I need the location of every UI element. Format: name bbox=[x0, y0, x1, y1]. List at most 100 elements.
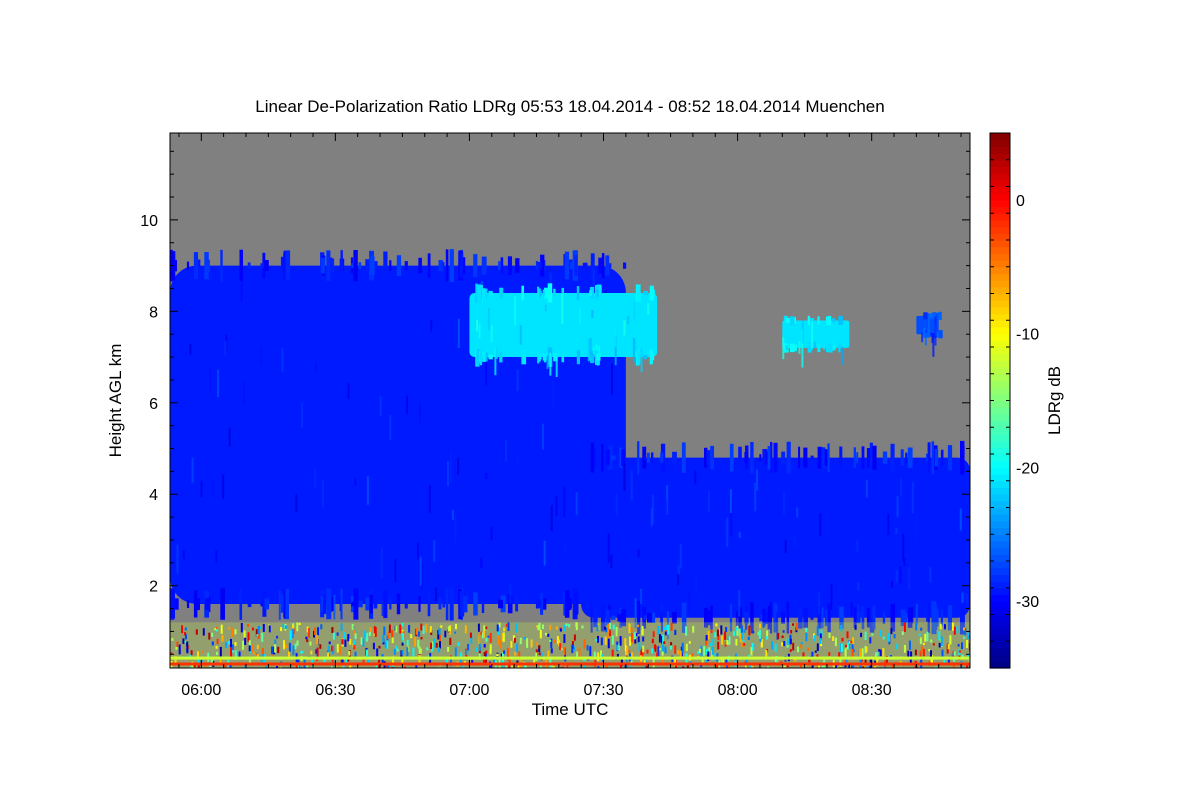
colorbar-segment bbox=[990, 500, 1010, 509]
feature-texture bbox=[331, 596, 334, 612]
feature-texture bbox=[553, 352, 558, 362]
feature-texture bbox=[827, 315, 832, 326]
feature-texture bbox=[770, 602, 773, 634]
feature-speckle bbox=[841, 637, 844, 642]
feature-speckle bbox=[306, 626, 309, 633]
feature-speckle bbox=[748, 654, 751, 657]
feature-texture bbox=[358, 262, 362, 269]
feature-speckle bbox=[549, 624, 552, 630]
feature-speckle bbox=[725, 627, 728, 632]
feature-texture bbox=[824, 609, 828, 627]
feature-speckle bbox=[539, 664, 542, 668]
feature-speckle bbox=[814, 666, 817, 668]
feature-speckle bbox=[184, 634, 187, 640]
feature-speckle bbox=[505, 663, 508, 668]
feature-speckle bbox=[480, 631, 483, 636]
feature-texture bbox=[196, 259, 201, 272]
colorbar-segment bbox=[990, 547, 1010, 555]
feature-texture bbox=[373, 261, 378, 271]
feature-speckle bbox=[530, 639, 533, 648]
feature-texture bbox=[970, 601, 974, 635]
feature-texture bbox=[445, 249, 449, 282]
feature-texture bbox=[960, 601, 965, 635]
feature-speckle bbox=[554, 639, 556, 644]
feature-speckle bbox=[540, 652, 543, 657]
feature-texture bbox=[438, 598, 442, 610]
feature-speckle bbox=[952, 663, 955, 668]
feature-texture bbox=[838, 316, 843, 325]
feature-speckle bbox=[478, 653, 481, 660]
feature-speckle bbox=[871, 633, 874, 636]
feature-speckle bbox=[568, 623, 571, 628]
feature-texture bbox=[365, 259, 371, 272]
colorbar-segment bbox=[990, 447, 1010, 455]
feature-texture bbox=[473, 254, 478, 278]
feature-texture bbox=[890, 603, 896, 632]
feature-speckle bbox=[928, 649, 931, 652]
colorbar-segment bbox=[990, 420, 1010, 428]
feature-speckle bbox=[208, 632, 211, 640]
feature-speckle bbox=[953, 651, 956, 656]
feature-speckle bbox=[935, 666, 938, 668]
feature-speckle bbox=[963, 636, 966, 639]
feature-speckle bbox=[366, 632, 369, 640]
feature-speckle bbox=[288, 642, 291, 652]
feature-speckle bbox=[245, 667, 248, 668]
feature-speckle bbox=[366, 649, 368, 658]
feature-speckle bbox=[875, 652, 878, 657]
feature-speckle bbox=[382, 634, 385, 643]
feature-texture bbox=[498, 261, 501, 270]
feature-texture bbox=[242, 382, 245, 406]
feature-speckle bbox=[605, 627, 608, 633]
x-axis-title: Time UTC bbox=[532, 700, 609, 719]
feature-speckle bbox=[751, 666, 754, 668]
feature-texture bbox=[480, 557, 483, 569]
feature-texture bbox=[947, 605, 952, 631]
feature-texture bbox=[623, 262, 627, 269]
feature-texture bbox=[940, 449, 944, 466]
feature-speckle bbox=[448, 631, 451, 634]
feature-speckle bbox=[271, 646, 273, 656]
feature-speckle bbox=[605, 665, 608, 668]
feature-texture bbox=[264, 260, 269, 272]
feature-texture bbox=[798, 341, 801, 354]
feature-speckle bbox=[808, 659, 811, 663]
feature-texture bbox=[589, 351, 595, 364]
feature-texture bbox=[800, 329, 803, 347]
feature-speckle bbox=[305, 636, 308, 640]
feature-speckle bbox=[243, 630, 246, 638]
feature-speckle bbox=[460, 656, 462, 665]
feature-texture bbox=[369, 256, 375, 275]
feature-texture bbox=[498, 599, 503, 609]
feature-texture bbox=[555, 495, 558, 516]
feature-speckle bbox=[866, 666, 869, 668]
feature-speckle bbox=[351, 623, 354, 630]
feature-speckle bbox=[617, 643, 620, 651]
feature-speckle bbox=[484, 658, 487, 664]
feature-speckle bbox=[919, 637, 922, 644]
feature-speckle bbox=[176, 641, 179, 647]
feature-texture bbox=[383, 251, 388, 280]
colorbar-segment bbox=[990, 226, 1010, 234]
feature-texture bbox=[783, 491, 786, 515]
feature-speckle bbox=[252, 627, 254, 631]
feature-speckle bbox=[296, 640, 299, 646]
feature-texture bbox=[543, 540, 546, 566]
feature-speckle bbox=[674, 656, 677, 667]
feature-texture bbox=[314, 363, 317, 372]
feature-texture bbox=[803, 607, 808, 628]
feature-texture bbox=[561, 352, 565, 363]
feature-texture bbox=[481, 595, 485, 613]
feature-speckle bbox=[338, 645, 341, 656]
feature-texture bbox=[605, 449, 610, 466]
feature-texture bbox=[544, 287, 549, 299]
feature-texture bbox=[540, 593, 544, 615]
feature-speckle bbox=[483, 658, 485, 665]
feature-texture bbox=[561, 293, 564, 324]
feature-texture bbox=[174, 259, 177, 272]
colorbar-segment bbox=[990, 206, 1010, 214]
feature-speckle bbox=[759, 636, 762, 642]
feature-texture bbox=[890, 443, 895, 472]
feature-texture bbox=[442, 262, 445, 270]
feature-speckle bbox=[471, 660, 474, 663]
